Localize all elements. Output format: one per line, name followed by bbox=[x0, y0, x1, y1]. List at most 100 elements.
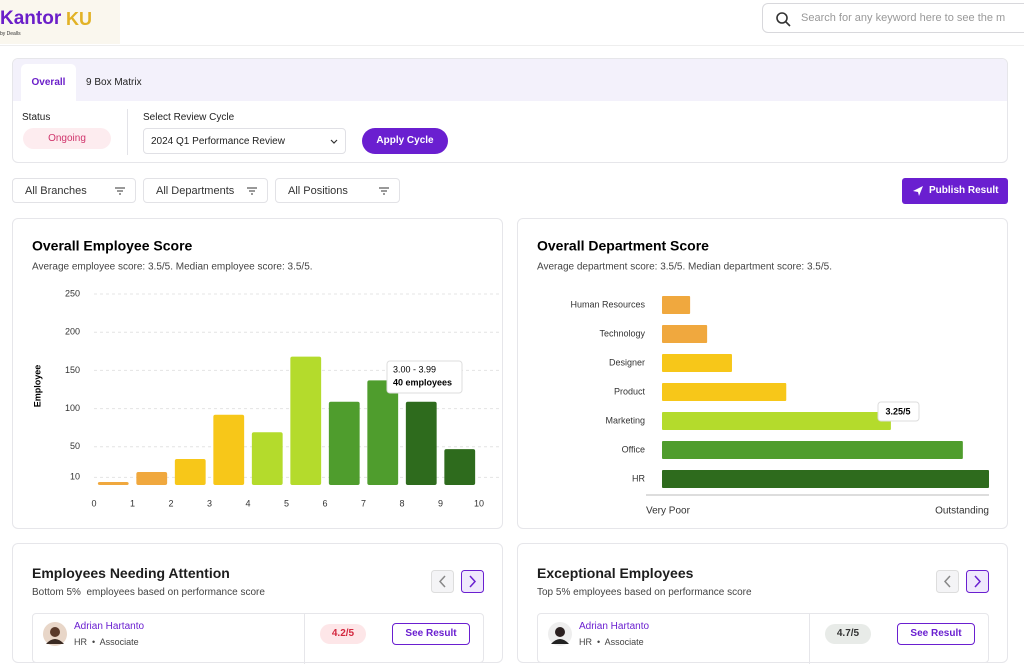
pager[interactable] bbox=[936, 570, 990, 594]
y-tick-label: Technology bbox=[599, 328, 645, 338]
chart-card: Overall Department Score Average departm… bbox=[517, 218, 1008, 529]
send-icon bbox=[913, 186, 923, 196]
publish-button[interactable]: Publish Result bbox=[902, 178, 1008, 204]
bar bbox=[174, 459, 206, 485]
divider bbox=[127, 109, 128, 155]
tab-active[interactable]: Overall bbox=[21, 64, 76, 101]
x-tick-label: 6 bbox=[322, 498, 327, 508]
x-tick-label: 8 bbox=[399, 498, 404, 508]
see-result-button[interactable]: See Result bbox=[392, 623, 470, 645]
bar bbox=[405, 401, 437, 485]
chart-subtitle: Average department score: 3.5/5. Median … bbox=[537, 262, 832, 273]
bar bbox=[662, 296, 691, 314]
chart: Overall Department Score Average departm… bbox=[537, 238, 989, 517]
filter[interactable]: All Branches bbox=[12, 178, 136, 203]
list-subtitle: Top 5% employees based on performance sc… bbox=[537, 587, 752, 598]
cycle-value: 2024 Q1 Performance Review bbox=[151, 136, 285, 147]
pager[interactable] bbox=[431, 570, 485, 594]
y-tick-label: Designer bbox=[609, 357, 645, 367]
chart-title: Overall Department Score bbox=[537, 238, 709, 254]
list-row: Adrian Hartanto HR • Associate 4.7/5 See… bbox=[537, 613, 989, 664]
bar bbox=[328, 401, 360, 485]
x-tick-label: 10 bbox=[474, 498, 484, 508]
y-tick-label: 50 bbox=[70, 441, 80, 451]
list-subtitle: Bottom 5% employees based on performance… bbox=[32, 587, 265, 598]
y-tick-label: Office bbox=[622, 444, 645, 454]
tooltip bbox=[877, 401, 920, 422]
chart-title: Overall Employee Score bbox=[32, 238, 193, 254]
bar bbox=[662, 383, 787, 401]
y-tick-label: HR bbox=[632, 473, 645, 483]
bar bbox=[662, 325, 708, 343]
list-title: Employees Needing Attention bbox=[32, 565, 230, 581]
cycle-select[interactable]: 2024 Q1 Performance Review bbox=[143, 128, 346, 154]
cycle-label: Select Review Cycle bbox=[143, 112, 235, 123]
chart: Overall Employee Score Average employee … bbox=[32, 238, 501, 508]
position: Associate bbox=[99, 637, 139, 647]
filter[interactable]: All Departments bbox=[143, 178, 268, 203]
list-card: Exceptional Employees Top 5% employees b… bbox=[517, 543, 1008, 664]
apply-button[interactable]: Apply Cycle bbox=[362, 128, 448, 154]
y-tick-label: Marketing bbox=[605, 415, 645, 425]
bar bbox=[251, 432, 283, 485]
search-box[interactable]: Search for any keyword here to see the m bbox=[762, 3, 1024, 33]
bar bbox=[367, 380, 399, 485]
x-tick-label: Outstanding bbox=[935, 506, 989, 517]
search-placeholder: Search for any keyword here to see the m bbox=[801, 12, 1006, 24]
logo-main: Kantor bbox=[0, 8, 62, 29]
x-tick-label: 4 bbox=[245, 498, 250, 508]
see-result-button[interactable]: See Result bbox=[897, 623, 975, 645]
employee-meta: HR • Associate bbox=[74, 637, 139, 647]
bar bbox=[136, 472, 168, 485]
y-tick-label: 10 bbox=[70, 472, 80, 482]
bar bbox=[444, 449, 476, 485]
avatar bbox=[43, 622, 67, 646]
filter-label: All Departments bbox=[156, 185, 235, 197]
x-tick-label: 0 bbox=[91, 498, 96, 508]
avatar bbox=[548, 622, 572, 646]
tab-bar bbox=[13, 59, 1007, 101]
filter-label: All Branches bbox=[25, 185, 87, 197]
publish-label: Publish Result bbox=[929, 185, 999, 196]
search-icon bbox=[776, 12, 791, 27]
filter[interactable]: All Positions bbox=[275, 178, 400, 203]
position: Associate bbox=[604, 637, 644, 647]
employee-name[interactable]: Adrian Hartanto bbox=[579, 621, 650, 632]
filter-icon bbox=[115, 187, 125, 195]
bar bbox=[662, 470, 989, 488]
employee-meta: HR • Associate bbox=[579, 637, 644, 647]
score-badge: 4.7/5 bbox=[825, 624, 871, 644]
list-title: Exceptional Employees bbox=[537, 565, 694, 581]
tooltip-text: 3.00 - 3.99 bbox=[393, 364, 436, 374]
x-tick-label: 1 bbox=[130, 498, 135, 508]
status-badge: Ongoing bbox=[23, 128, 111, 149]
filter-icon bbox=[379, 187, 389, 195]
bar bbox=[97, 481, 129, 485]
logo-tagline: by Dealls bbox=[0, 31, 21, 37]
department: HR bbox=[579, 637, 592, 647]
chevron-down bbox=[330, 139, 338, 144]
tooltip-text: 3.25/5 bbox=[885, 406, 910, 416]
y-tick-label: 200 bbox=[65, 327, 80, 337]
bar bbox=[662, 441, 963, 459]
tab[interactable]: 9 Box Matrix bbox=[86, 77, 142, 88]
employee-name[interactable]: Adrian Hartanto bbox=[74, 621, 145, 632]
chart-subtitle: Average employee score: 3.5/5. Median em… bbox=[32, 262, 313, 273]
x-tick-label: 5 bbox=[284, 498, 289, 508]
x-tick-label: 2 bbox=[168, 498, 173, 508]
bar bbox=[662, 412, 891, 430]
chart-card: Overall Employee Score Average employee … bbox=[12, 218, 503, 529]
logo[interactable]: Kantor KU by Dealls bbox=[0, 0, 120, 44]
logo-accent: KU bbox=[66, 9, 92, 29]
filter-icon bbox=[247, 187, 257, 195]
filter-label: All Positions bbox=[288, 185, 348, 197]
bar bbox=[662, 354, 732, 372]
list-card: Employees Needing Attention Bottom 5% em… bbox=[12, 543, 503, 664]
bar bbox=[213, 414, 245, 485]
score-badge: 4.2/5 bbox=[320, 624, 366, 644]
y-tick-label: Product bbox=[614, 386, 646, 396]
tooltip bbox=[386, 360, 463, 394]
y-tick-label: Human Resources bbox=[570, 299, 645, 309]
list-row: Adrian Hartanto HR • Associate 4.2/5 See… bbox=[32, 613, 484, 664]
